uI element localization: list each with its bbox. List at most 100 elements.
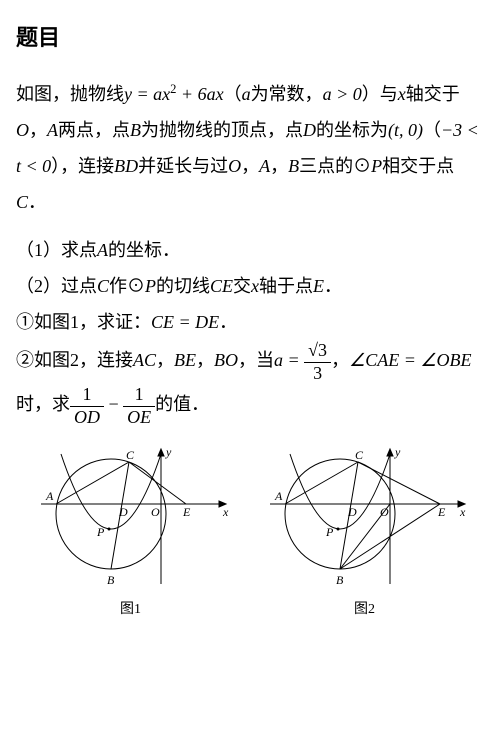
pt-D-label: D (118, 505, 128, 519)
frac-sqrt3-3: √33 (304, 340, 331, 384)
pt-D: D (303, 120, 316, 140)
pt-C: C (97, 276, 109, 296)
pt-P: P (371, 156, 382, 176)
pt-P-label: P (325, 525, 334, 539)
text: 交 (233, 276, 251, 296)
text: 为抛物线的顶点，点 (141, 120, 303, 140)
var-x: x (251, 276, 259, 296)
text: 并延长与过 (138, 156, 228, 176)
text: 两点，点 (58, 120, 130, 140)
text: （ (224, 84, 242, 104)
question-2-1: ①如图1，求证：CE = DE． (16, 304, 484, 340)
figure-1: y x A C D O E P B 图1 (31, 444, 231, 624)
text: ），连接 (51, 156, 114, 176)
coord: (t, 0) (388, 120, 423, 140)
pt-O-label: O (151, 505, 160, 519)
axis-x-label: x (459, 505, 466, 519)
figure-2: y x A C D O E P B 图2 (260, 444, 470, 624)
equation: CE = DE (151, 312, 219, 332)
text: ． (28, 192, 46, 212)
text: 时，求 (16, 394, 70, 414)
text: 的值． (155, 394, 209, 414)
text: ． (219, 312, 237, 332)
text: ． (324, 276, 342, 296)
seg-BD: BD (114, 156, 138, 176)
denominator: OE (123, 407, 155, 429)
angle-eq: ∠CAE = ∠OBE (349, 350, 471, 370)
diagram-2: y x A C D O E P B (260, 444, 470, 594)
pt-P-label: P (96, 525, 105, 539)
axis-x-label: x (222, 505, 229, 519)
figures-row: y x A C D O E P B 图1 (16, 444, 484, 624)
var-a: a (242, 84, 251, 104)
text: 求点 (61, 240, 97, 260)
figure-1-caption: 图1 (31, 596, 231, 624)
pt-O: O (228, 156, 241, 176)
pt-A: A (259, 156, 270, 176)
seg-CE: CE (210, 276, 233, 296)
question-2-2: ②如图2，连接AC，BE，BO，当a = √33，∠CAE = ∠OBE时，求1… (16, 340, 484, 428)
pt-A-label: A (45, 489, 54, 503)
text: ， (241, 156, 259, 176)
pt-C-label: C (126, 448, 135, 462)
pt-B-label: B (336, 573, 344, 587)
pt-O-label: O (380, 505, 389, 519)
numerator: 1 (70, 384, 104, 407)
problem-stem: 如图，抛物线y = ax2 + 6ax（a为常数，a > 0）与x轴交于O，A两… (16, 76, 484, 220)
figure-2-caption: 图2 (260, 596, 470, 624)
text: 过点 (61, 276, 97, 296)
pt-A: A (47, 120, 58, 140)
frac-1-OD: 1OD (70, 384, 104, 428)
seg-BE: BE (174, 350, 196, 370)
denominator: 3 (304, 363, 331, 385)
numerator: 1 (123, 384, 155, 407)
label: （2） (16, 276, 61, 296)
text: ， (196, 350, 214, 370)
text: 轴于点 (259, 276, 313, 296)
text: 作⊙ (109, 276, 145, 296)
text: 相交于点 (382, 156, 454, 176)
text: ， (156, 350, 174, 370)
text: ， (29, 120, 47, 140)
pt-B: B (130, 120, 141, 140)
pt-P-dot (336, 528, 339, 531)
text: 轴交于 (406, 84, 460, 104)
axis-y-label: y (165, 445, 172, 459)
frac-1-OE: 1OE (123, 384, 155, 428)
equation: a > 0 (323, 84, 362, 104)
text: 的坐标． (108, 240, 180, 260)
pt-O: O (16, 120, 29, 140)
pt-E-label: E (437, 505, 446, 519)
diagram-1: y x A C D O E P B (31, 444, 231, 594)
pt-C-label: C (355, 448, 364, 462)
seg-BO: BO (214, 350, 238, 370)
seg-AC: AC (133, 350, 156, 370)
label: ①如图1，求证： (16, 312, 151, 332)
text: ， (270, 156, 288, 176)
equation: y = ax2 + 6ax (124, 84, 224, 104)
text: （ (423, 120, 441, 140)
title: 题目 (16, 16, 484, 60)
text: 三点的⊙ (299, 156, 371, 176)
axis-y-label: y (394, 445, 401, 459)
question-1: （1）求点A的坐标． (16, 232, 484, 268)
a-eq: a = (274, 350, 304, 370)
denominator: OD (70, 407, 104, 429)
text: 如图，抛物线 (16, 84, 124, 104)
pt-P: P (145, 276, 156, 296)
minus: − (104, 394, 123, 414)
text: ，当 (238, 350, 274, 370)
question-2: （2）过点C作⊙P的切线CE交x轴于点E． (16, 268, 484, 304)
text: 为常数， (251, 84, 323, 104)
pt-E: E (313, 276, 324, 296)
text: 的坐标为 (316, 120, 388, 140)
pt-D-label: D (347, 505, 357, 519)
pt-A-label: A (274, 489, 283, 503)
pt-B: B (288, 156, 299, 176)
pt-P-dot (107, 528, 110, 531)
numerator: √3 (304, 340, 331, 363)
var-x: x (398, 84, 406, 104)
text: ， (331, 350, 349, 370)
pt-E-label: E (182, 505, 191, 519)
label: （1） (16, 240, 61, 260)
